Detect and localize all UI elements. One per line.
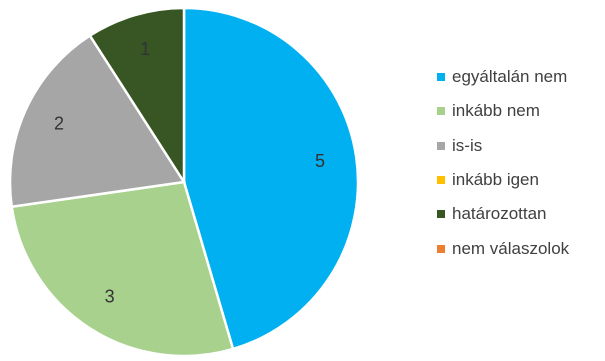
legend-label: nem válaszolok	[452, 238, 570, 258]
legend-label: is-is	[452, 135, 483, 155]
legend-item: inkább nem	[437, 94, 605, 128]
pie-data-label-1: 5	[315, 151, 325, 171]
pie-data-label-2: 3	[105, 286, 115, 306]
legend-label: egyáltalán nem	[452, 67, 568, 87]
legend-label: inkább nem	[452, 101, 540, 121]
legend-item: is-is	[437, 129, 605, 163]
legend-swatch	[437, 176, 445, 185]
pie-data-label-3: 2	[54, 114, 64, 134]
legend-item: nem válaszolok	[437, 231, 605, 265]
pie-slice-1	[182, 6, 360, 351]
legend-swatch	[437, 210, 445, 219]
legend-swatch	[437, 141, 445, 150]
legend-item: határozottan	[437, 197, 605, 231]
pie-slices	[8, 6, 360, 358]
legend-item: inkább igen	[437, 163, 605, 197]
pie-slice-3	[8, 33, 187, 209]
chart-legend: egyáltalán nem inkább nem is-is inkább igen…	[437, 60, 605, 266]
legend-swatch	[437, 73, 445, 82]
pie-data-label-5: 1	[140, 39, 150, 59]
pie-data-labels: 5 3 2 1	[54, 39, 325, 307]
legend-label: inkább igen	[452, 170, 539, 190]
legend-label: határozottan	[452, 204, 547, 224]
pie-slice-2	[10, 180, 235, 358]
legend-swatch	[437, 244, 445, 253]
legend-swatch	[437, 107, 445, 116]
legend-item: egyáltalán nem	[437, 60, 605, 94]
pie-slice-5	[88, 6, 186, 187]
